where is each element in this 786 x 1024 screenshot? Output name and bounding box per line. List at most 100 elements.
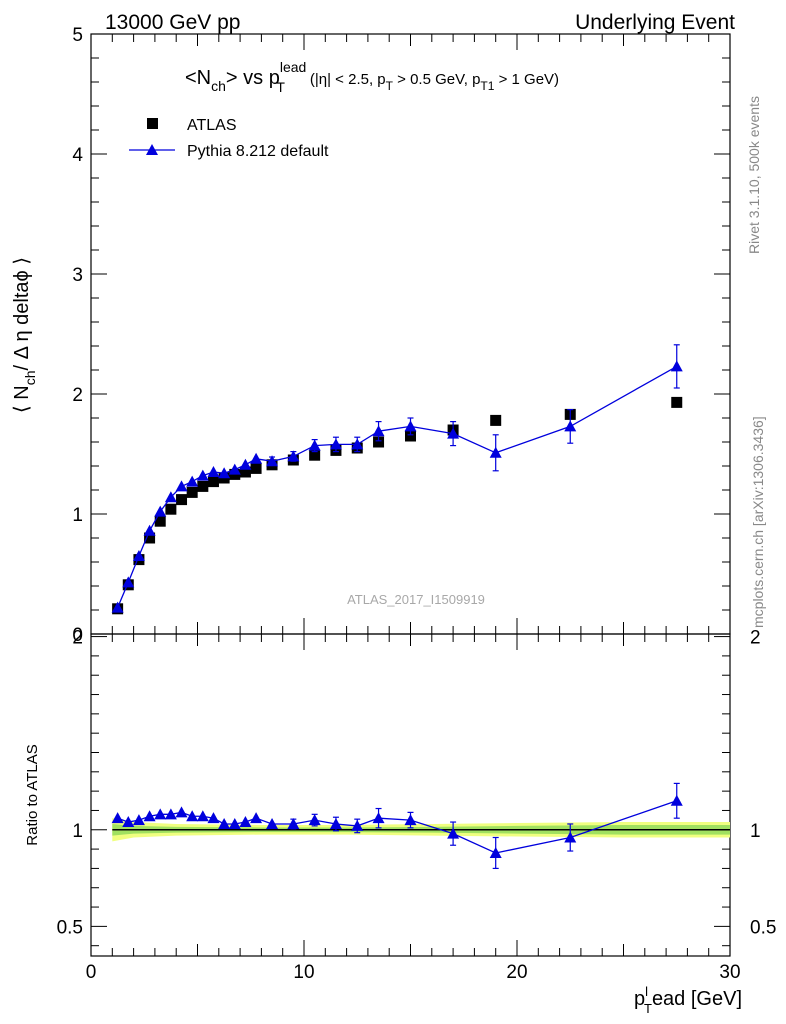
atlas-data-point — [309, 449, 321, 461]
ratio-data-point — [266, 817, 279, 829]
y-tick-label: 4 — [72, 145, 83, 166]
x-tick-label: 20 — [506, 962, 527, 983]
pythia-data-point — [207, 466, 220, 477]
ratio-data-point — [287, 817, 300, 829]
atlas-data-point — [490, 414, 502, 426]
y-tick-label: 0 — [72, 625, 83, 646]
x-tick-label: 10 — [293, 962, 314, 983]
pythia-data-point — [122, 576, 135, 588]
ratio-data-point — [447, 827, 460, 839]
pythia-data-point — [329, 438, 342, 450]
pythia-data-point — [564, 420, 577, 432]
pythia-data-point — [266, 455, 279, 467]
ratio-data-point — [164, 808, 177, 820]
ratio-data-point — [186, 810, 199, 822]
pythia-data-point — [196, 469, 209, 481]
atlas-data-point — [176, 494, 188, 506]
pythia-data-point — [372, 425, 385, 437]
ratio-data-point — [132, 814, 145, 826]
atlas-data-point — [239, 466, 251, 478]
atlas-data-point — [197, 480, 209, 492]
pythia-data-point — [218, 467, 231, 479]
legend-atlas-label: ATLAS — [187, 117, 237, 134]
legend-pythia-label: Pythia 8.212 default — [187, 143, 329, 160]
ratio-y-tick-label-left: 1 — [72, 821, 83, 842]
atlas-data-point — [250, 462, 262, 474]
pythia-data-point — [132, 550, 145, 561]
ratio-data-point — [218, 817, 231, 829]
plot-title: <Nch> vs plead T (|η| < 2.5, pT > 0.5 GeV,… — [185, 59, 559, 95]
pythia-data-point — [154, 505, 167, 517]
mcplots-reference-label: mcplots.cern.ch [arXiv:1306.3436] — [750, 416, 766, 628]
atlas-data-point — [154, 515, 166, 527]
main-series-layer — [111, 344, 683, 615]
atlas-data-point — [186, 486, 198, 498]
pythia-data-point — [228, 463, 241, 475]
ratio-data-point — [308, 814, 321, 826]
x-tick-label: 0 — [86, 962, 97, 983]
x-tick-label: 30 — [719, 962, 740, 983]
pythia-data-point — [164, 491, 177, 503]
header-right: Underlying Event — [575, 11, 735, 34]
atlas-data-point — [671, 396, 683, 408]
y-tick-label: 3 — [72, 265, 83, 286]
pythia-data-point — [351, 438, 364, 450]
pythia-data-point — [670, 360, 683, 372]
ratio-data-point — [196, 810, 209, 822]
ratio-data-point — [154, 808, 167, 820]
ratio-data-point — [228, 817, 241, 829]
ratio-y-tick-label-left: 0.5 — [57, 917, 83, 938]
analysis-watermark: ATLAS_2017_I1509919 — [347, 592, 485, 607]
atlas-data-point — [144, 532, 156, 544]
ratio-data-point — [489, 846, 502, 858]
rivet-version-label: Rivet 3.1.10, 500k events — [746, 96, 762, 254]
ratio-y-tick-label-right: 0.5 — [750, 917, 776, 938]
ratio-plot-frame — [90, 633, 731, 957]
pythia-data-point — [175, 480, 188, 492]
x-axis-label: pl Tead [GeV] — [634, 984, 742, 1016]
legend-pythia-marker — [146, 144, 158, 155]
legend-atlas-marker — [147, 118, 158, 129]
pythia-data-point — [287, 450, 300, 462]
ratio-series-layer — [111, 782, 683, 870]
header-left: 13000 GeV pp — [105, 11, 240, 34]
pythia-data-point — [239, 458, 252, 470]
pythia-data-point — [447, 427, 460, 439]
pythia-data-point — [404, 420, 417, 432]
ratio-data-point — [207, 812, 220, 824]
atlas-data-point — [165, 503, 177, 515]
ratio-data-point — [351, 819, 364, 831]
ratio-data-point — [329, 817, 342, 829]
ratio-data-point — [670, 794, 683, 806]
ratio-data-point — [122, 816, 135, 828]
atlas-data-point — [405, 430, 416, 442]
main-axis-ticks: 0 1 2 3 4 5 — [72, 25, 731, 646]
ratio-y-tick-label-right: 1 — [750, 821, 761, 842]
y-tick-label: 2 — [72, 385, 83, 406]
ratio-data-point — [564, 831, 577, 843]
ratio-uncertainty-band — [112, 818, 731, 842]
pythia-data-point — [308, 439, 321, 451]
pythia-data-point — [250, 452, 263, 464]
pythia-data-point — [186, 475, 199, 487]
pythia-data-point — [489, 446, 502, 458]
y-tick-label: 1 — [72, 505, 83, 526]
ratio-y-tick-label-right: 2 — [750, 628, 761, 649]
atlas-data-point — [373, 436, 385, 448]
atlas-data-point — [207, 476, 219, 488]
ratio-data-point — [372, 812, 385, 824]
ratio-data-point — [239, 816, 252, 828]
ratio-data-point — [143, 810, 156, 822]
main-y-axis-label: ⟨ Nch/ Δ η deltaϕ ⟩ — [11, 257, 38, 413]
ratio-y-tick-label-left: 2 — [72, 628, 83, 649]
ratio-data-point — [250, 812, 263, 824]
ratio-data-point — [111, 812, 124, 824]
ratio-y-axis-label: Ratio to ATLAS — [24, 744, 41, 845]
ratio-data-point — [404, 814, 417, 826]
pythia-data-point — [111, 601, 124, 613]
ratio-data-point — [175, 806, 188, 818]
y-tick-label: 5 — [72, 25, 83, 46]
pythia-data-point — [143, 524, 156, 536]
ratio-axis-ticks: 0.5 0.51 12 20 10 20 30 — [57, 628, 777, 983]
